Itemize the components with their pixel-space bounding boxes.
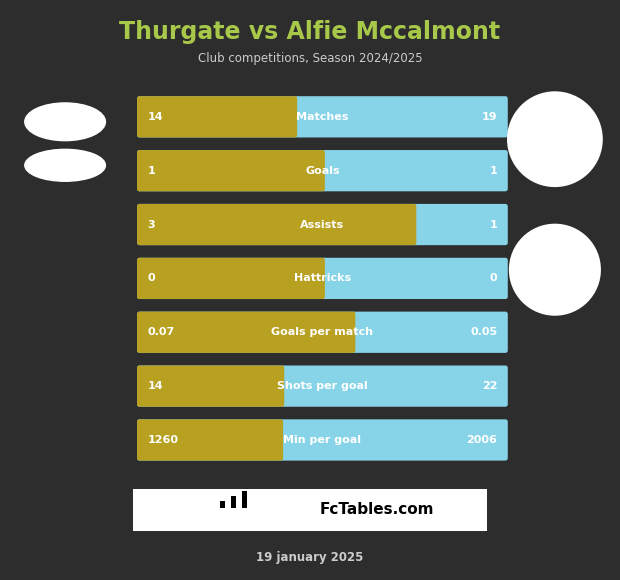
FancyBboxPatch shape bbox=[133, 489, 487, 531]
Text: 2006: 2006 bbox=[466, 435, 497, 445]
Text: Thurgate vs Alfie Mccalmont: Thurgate vs Alfie Mccalmont bbox=[120, 20, 500, 44]
Text: Matches: Matches bbox=[296, 112, 348, 122]
Text: Goals: Goals bbox=[305, 166, 340, 176]
Ellipse shape bbox=[25, 103, 105, 140]
Ellipse shape bbox=[510, 225, 600, 314]
Text: Club competitions, Season 2024/2025: Club competitions, Season 2024/2025 bbox=[198, 52, 422, 65]
FancyBboxPatch shape bbox=[137, 150, 325, 191]
Text: 1: 1 bbox=[489, 220, 497, 230]
Text: 1: 1 bbox=[148, 166, 155, 176]
FancyBboxPatch shape bbox=[137, 150, 508, 191]
Ellipse shape bbox=[508, 93, 601, 186]
Text: Min per goal: Min per goal bbox=[283, 435, 361, 445]
Bar bbox=[231, 496, 236, 508]
Bar bbox=[220, 501, 225, 508]
Text: 0: 0 bbox=[148, 273, 155, 284]
Text: Shots per goal: Shots per goal bbox=[277, 381, 368, 391]
Text: 0.07: 0.07 bbox=[148, 327, 175, 337]
FancyBboxPatch shape bbox=[137, 204, 508, 245]
Text: 19 january 2025: 19 january 2025 bbox=[256, 552, 364, 564]
Text: FcTables.com: FcTables.com bbox=[319, 502, 434, 517]
Text: 14: 14 bbox=[148, 381, 163, 391]
FancyBboxPatch shape bbox=[137, 96, 508, 137]
FancyBboxPatch shape bbox=[137, 365, 284, 407]
Text: 1260: 1260 bbox=[148, 435, 179, 445]
FancyBboxPatch shape bbox=[137, 311, 355, 353]
FancyBboxPatch shape bbox=[137, 311, 508, 353]
Text: Goals per match: Goals per match bbox=[272, 327, 373, 337]
FancyBboxPatch shape bbox=[137, 258, 508, 299]
FancyBboxPatch shape bbox=[137, 419, 283, 461]
FancyBboxPatch shape bbox=[137, 258, 325, 299]
Text: 0.05: 0.05 bbox=[470, 327, 497, 337]
Text: 14: 14 bbox=[148, 112, 163, 122]
FancyBboxPatch shape bbox=[137, 96, 297, 137]
Text: Assists: Assists bbox=[300, 220, 345, 230]
FancyBboxPatch shape bbox=[137, 419, 508, 461]
Bar bbox=[242, 491, 247, 508]
Text: 3: 3 bbox=[148, 220, 155, 230]
Text: Hattricks: Hattricks bbox=[294, 273, 351, 284]
Text: 0: 0 bbox=[490, 273, 497, 284]
FancyBboxPatch shape bbox=[137, 365, 508, 407]
Text: 1: 1 bbox=[489, 166, 497, 176]
FancyBboxPatch shape bbox=[137, 204, 417, 245]
Text: 22: 22 bbox=[482, 381, 497, 391]
Ellipse shape bbox=[25, 150, 105, 181]
Text: 19: 19 bbox=[482, 112, 497, 122]
